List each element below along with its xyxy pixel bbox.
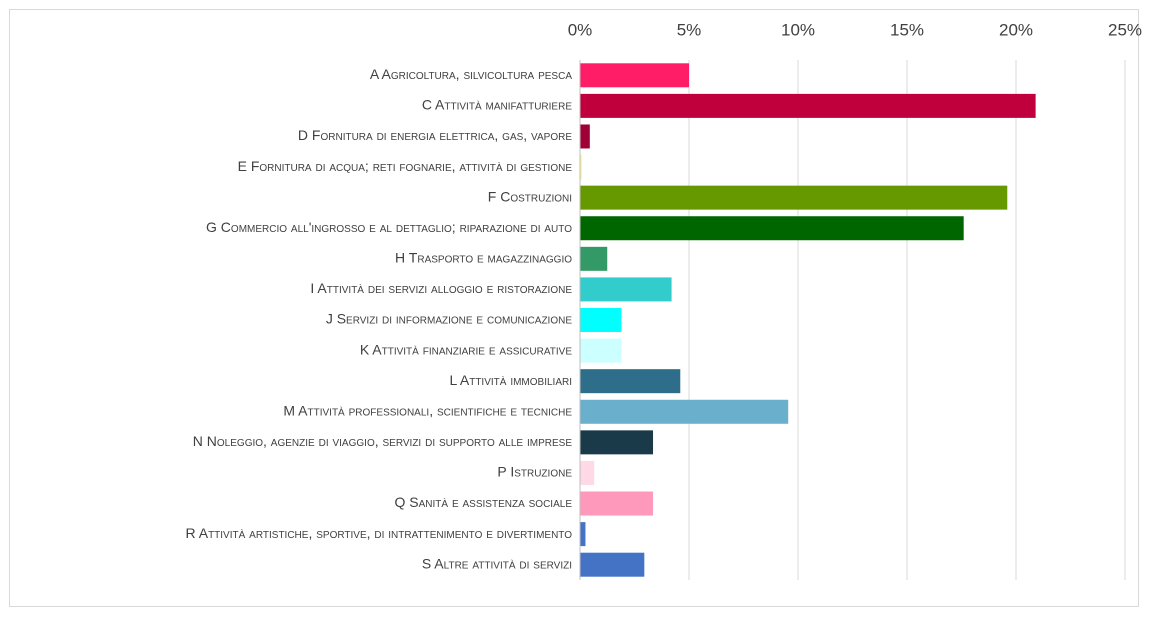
- y-tick-label: N Noleggio, agenzie di viaggio, servizi …: [193, 433, 573, 449]
- y-tick-label: H Trasporto e magazzinaggio: [395, 250, 572, 266]
- x-tick-label: 5%: [677, 20, 702, 39]
- bar: [580, 460, 595, 485]
- y-tick-label: K Attività finanziarie e assicurative: [360, 341, 573, 357]
- y-tick-label: E Fornitura di acqua; reti fognarie, att…: [238, 158, 573, 174]
- y-tick-label: L Attività immobiliari: [449, 372, 572, 388]
- y-tick-label: S Altre attività di servizi: [422, 555, 572, 571]
- bar: [580, 277, 672, 302]
- bar: [580, 338, 622, 363]
- x-tick-label: 15%: [890, 20, 924, 39]
- y-tick-label: R Attività artistiche, sportive, di intr…: [186, 525, 573, 541]
- bar: [580, 246, 608, 271]
- y-tick-label: M Attività professionali, scientifiche e…: [283, 402, 572, 418]
- y-tick-label: J Servizi di informazione e comunicazion…: [326, 311, 572, 327]
- bar: [580, 369, 681, 394]
- bar: [580, 185, 1008, 210]
- y-tick-label: F Costruzioni: [488, 188, 572, 204]
- y-tick-label: P Istruzione: [497, 464, 572, 480]
- y-tick-label: D Fornitura di energia elettrica, gas, v…: [298, 127, 572, 143]
- y-tick-label: G Commercio all'ingrosso e al dettaglio;…: [206, 219, 572, 235]
- bar: [580, 93, 1036, 118]
- y-tick-label: A Agricoltura, silvicoltura pesca: [370, 66, 572, 82]
- bar: [580, 522, 586, 547]
- bar: [580, 491, 654, 516]
- y-tick-label: I Attività dei servizi alloggio e ristor…: [310, 280, 572, 296]
- bar: [580, 63, 689, 88]
- bar: [580, 124, 590, 149]
- bar: [580, 399, 789, 424]
- bar: [580, 216, 964, 241]
- x-tick-label: 20%: [999, 20, 1033, 39]
- bar: [580, 308, 622, 332]
- bar: [580, 430, 654, 455]
- bar: [580, 552, 645, 577]
- x-tick-label: 25%: [1108, 20, 1142, 39]
- y-tick-label: Q Sanità e assistenza sociale: [395, 494, 573, 510]
- y-tick-label: C Attività manifatturiere: [422, 97, 572, 113]
- x-tick-label: 10%: [781, 20, 815, 39]
- x-tick-label: 0%: [568, 20, 593, 39]
